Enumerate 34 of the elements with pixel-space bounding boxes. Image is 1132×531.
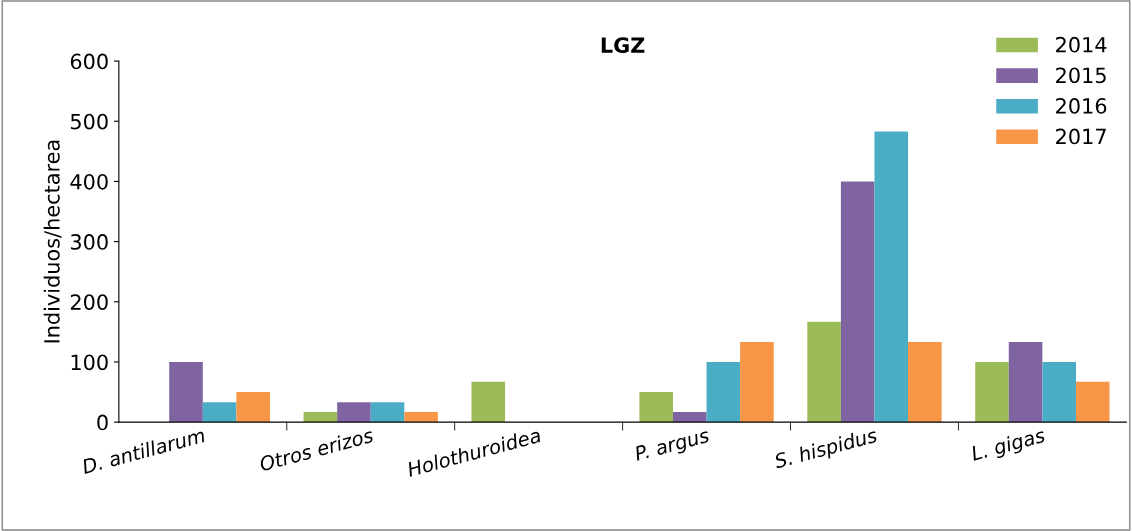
bar [908,342,942,423]
bar [840,181,875,423]
y-tick-label: 600 [70,53,108,70]
bar [807,321,841,423]
y-tick-label: 300 [70,234,108,250]
bar [169,361,203,423]
legend-label: 2015 [1056,67,1106,84]
legend-label: 2016 [1056,98,1107,114]
legend-label: 2014 [1056,36,1107,53]
chart-title: LGZ [601,37,645,54]
bar [1075,381,1110,423]
y-axis-title: Individuos/hectarea [43,140,62,343]
bar [639,392,673,423]
bar [236,392,270,423]
y-tick-label: 400 [70,173,108,190]
bar [975,361,1009,423]
bar [1042,361,1076,423]
x-tick-label: Otros erizos [258,427,375,472]
legend-label: 2017 [1056,128,1106,145]
bar [1008,342,1043,423]
x-tick-label: S. hispidus [773,427,879,473]
bar [471,381,506,423]
y-tick-label: 100 [71,354,108,371]
bar [706,361,741,423]
bar [874,131,909,423]
bar [337,402,371,423]
x-tick-label: L. gigas [970,427,1047,465]
bar [370,402,405,423]
y-tick-label: 200 [70,294,108,310]
x-tick-label: P. argus [633,427,712,465]
y-tick-label: 0 [97,414,108,431]
bar [202,402,237,423]
bar [740,342,774,423]
y-tick-label: 500 [70,113,108,130]
